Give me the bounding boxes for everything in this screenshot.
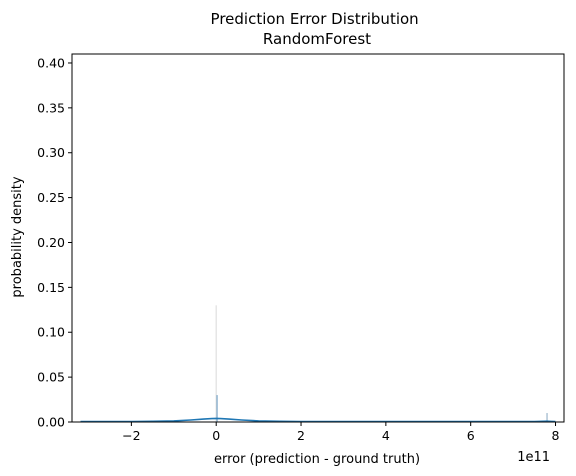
- chart-title-line-1: Prediction Error Distribution: [211, 10, 419, 28]
- x-axis-label: error (prediction - ground truth): [214, 452, 420, 467]
- y-tick-label: 0.05: [37, 370, 65, 385]
- axes: −2 0 2 4 6 8 0.00 0.05 0.10 0.15 0.20 0.25 0.30 0.35 0…: [37, 53, 565, 443]
- histogram-bar: [546, 413, 548, 422]
- y-tick-label: 0.20: [37, 235, 65, 250]
- x-tick-label: 2: [297, 428, 305, 443]
- x-tick-label: 8: [552, 428, 560, 443]
- plot-area: [80, 305, 556, 423]
- histogram-bar: [215, 305, 217, 422]
- y-tick-label: 0.15: [37, 280, 65, 295]
- y-tick-label: 0.40: [37, 55, 65, 70]
- y-axis-label: probability density: [10, 176, 25, 297]
- x-tick-label: 4: [382, 428, 390, 443]
- x-axis-offset-label: 1e11: [517, 450, 550, 465]
- chart-title: Prediction Error Distribution RandomFore…: [211, 10, 424, 48]
- y-tick-label: 0.00: [37, 415, 65, 430]
- y-tick-label: 0.35: [37, 100, 65, 115]
- y-tick-label: 0.10: [37, 325, 65, 340]
- kde-curve: [80, 417, 556, 423]
- chart-title-line-2: RandomForest: [263, 30, 371, 48]
- x-tick-label: 0: [212, 428, 220, 443]
- y-tick-label: 0.30: [37, 145, 65, 160]
- axes-frame: [71, 53, 565, 423]
- x-tick-label: −2: [122, 428, 140, 443]
- y-tick-label: 0.25: [37, 190, 65, 205]
- histogram-bar: [216, 395, 218, 422]
- x-tick-label: 6: [467, 428, 475, 443]
